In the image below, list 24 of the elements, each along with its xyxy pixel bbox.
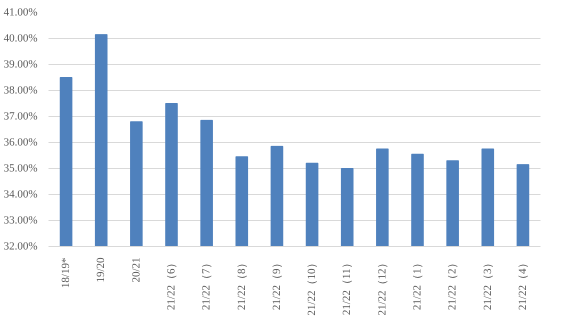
x-tick-label: 21/22（11） [341,257,354,316]
y-tick-label: 36.00% [4,136,38,148]
y-tick-label: 41.00% [4,6,38,18]
y-tick-label: 39.00% [4,58,38,70]
y-tick-label: 40.00% [4,32,38,44]
y-tick-label: 33.00% [4,214,38,226]
y-tick-label: 35.00% [4,162,38,174]
x-tick-label: 21/22（10） [306,257,318,316]
x-tick-label: 21/22（7） [200,257,213,310]
y-tick-label: 37.00% [4,110,38,122]
x-tick-label: 20/21 [130,257,142,283]
x-tick-label: 19/20 [95,257,108,283]
x-tick-label: 21/22（2） [446,257,459,310]
x-tick-label: 18/19* [60,257,72,288]
x-tick-label: 21/22（4） [516,257,529,310]
x-tick-label: 21/22（3） [482,257,494,310]
x-tick-label: 21/22（1） [412,257,424,310]
y-tick-label: 34.00% [4,188,38,200]
x-tick-label: 21/22（6） [166,257,178,310]
x-tick-label: 21/22（9） [270,257,283,310]
y-tick-label: 38.00% [4,84,38,96]
x-tick-label: 21/22（8） [236,257,248,310]
x-tick-label: 21/22（12） [376,257,388,316]
y-tick-label: 32.00% [4,240,38,252]
